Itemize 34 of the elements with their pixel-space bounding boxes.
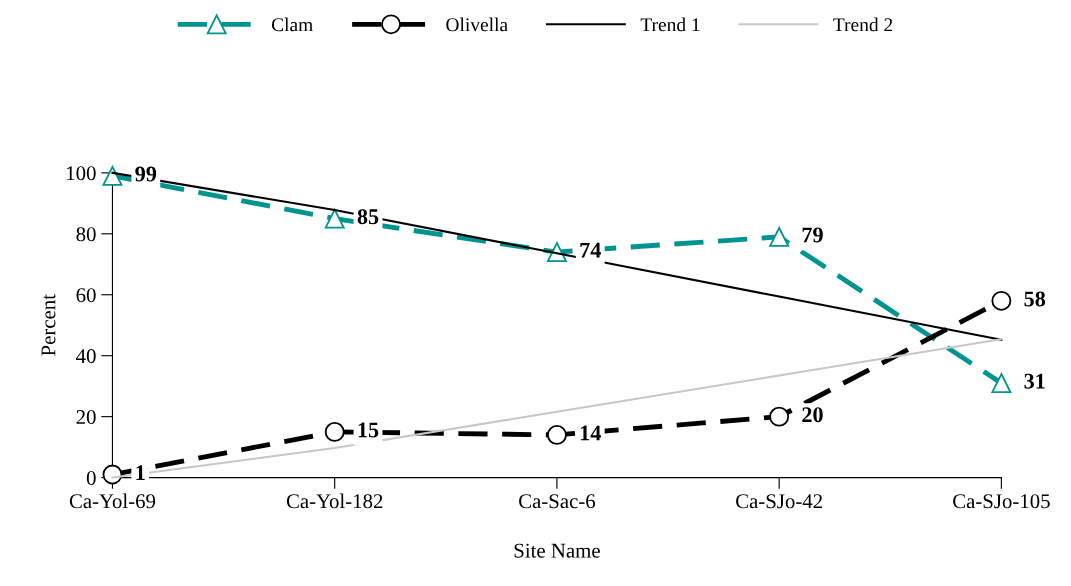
- data-label: 58: [1024, 291, 1046, 307]
- data-label: 14: [580, 425, 601, 441]
- x-tick-label: Ca-Yol-69: [69, 493, 156, 509]
- data-label: 20: [802, 407, 823, 423]
- data-label: 74: [580, 242, 601, 258]
- point: [324, 421, 345, 442]
- x-tick-label: Ca-Sac-6: [519, 494, 596, 509]
- data-label: 85: [357, 209, 379, 225]
- legend-label: Olivella: [446, 17, 508, 32]
- y-tick-label: 80: [76, 227, 96, 242]
- data-label: 1: [136, 465, 145, 480]
- legend-label: Clam: [271, 17, 313, 32]
- data-label: 99: [135, 166, 157, 182]
- point: [991, 290, 1012, 311]
- point: [769, 226, 790, 247]
- legend-label: Trend 2: [833, 17, 893, 32]
- point: [991, 373, 1012, 394]
- point: [769, 406, 790, 427]
- y-tick-label: 0: [86, 470, 96, 486]
- x-axis-title: Site Name: [514, 543, 600, 558]
- data-label: 79: [802, 227, 823, 243]
- y-axis-title: Percent: [41, 294, 56, 356]
- y-tick-label: 40: [76, 349, 96, 364]
- y-tick-label: 60: [76, 288, 96, 303]
- x-tick-label: Ca-SJo-42: [736, 494, 822, 509]
- legend-label: Trend 1: [640, 17, 700, 32]
- data-label: 31: [1024, 373, 1045, 389]
- y-tick-label: 100: [67, 166, 96, 181]
- data-label: 15: [358, 422, 379, 438]
- point: [546, 424, 567, 445]
- x-tick-label: Ca-SJo-105: [953, 494, 1050, 509]
- x-tick-label: Ca-Yol-182: [286, 493, 383, 509]
- y-tick-label: 20: [76, 410, 96, 425]
- point: [324, 208, 345, 229]
